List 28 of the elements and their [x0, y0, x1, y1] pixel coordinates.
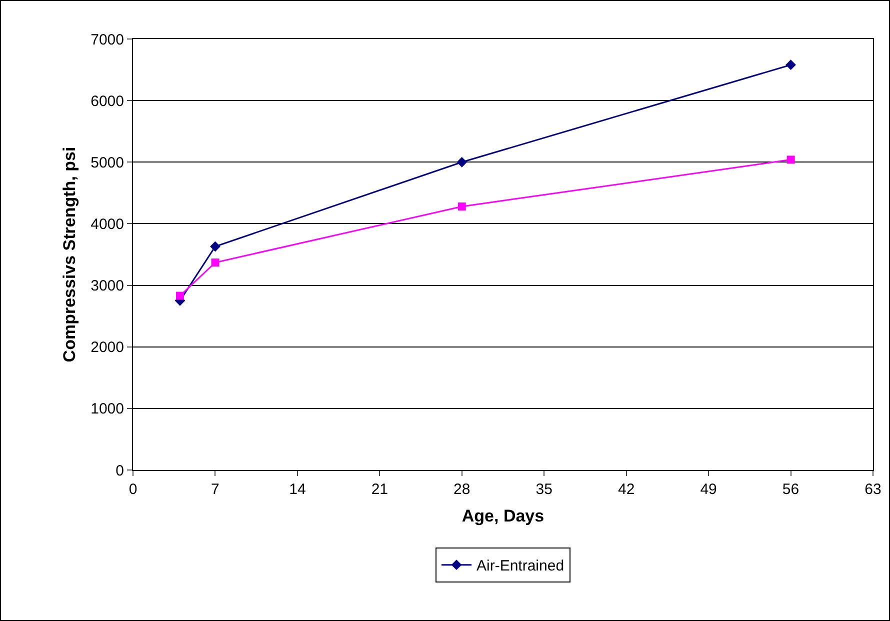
point: [786, 156, 795, 164]
x-tick-label: 21: [371, 481, 388, 498]
y-tick-label: 1000: [90, 400, 124, 418]
x-axis-title: Age, Days: [462, 506, 544, 526]
point: [786, 60, 796, 70]
point: [210, 241, 220, 252]
x-tick-label: 0: [128, 481, 138, 498]
point: [211, 258, 220, 266]
point: [458, 202, 466, 210]
x-tick-label: 63: [864, 481, 882, 498]
x-tick-label: 49: [700, 481, 717, 498]
y-tick-label: 2000: [90, 339, 124, 356]
point: [456, 156, 468, 168]
point: [176, 292, 184, 300]
x-tick-label: 35: [536, 481, 552, 498]
x-tick-label: 42: [618, 481, 635, 498]
y-axis-title: Compressivs Strength, psi: [60, 146, 80, 362]
y-tick-label: 5000: [90, 154, 124, 172]
legend-label: Air-Entrained: [476, 558, 564, 575]
y-tick-label: 7000: [90, 31, 124, 48]
y-tick-label: 6000: [90, 92, 124, 110]
x-tick-label: 56: [782, 481, 800, 498]
x-tick-label: 7: [211, 481, 220, 498]
y-tick-label: 0: [116, 462, 124, 480]
y-tick-label: 3000: [90, 278, 124, 295]
x-tick-label: 28: [454, 481, 470, 498]
y-tick-label: 4000: [90, 216, 124, 233]
x-tick-label: 14: [289, 481, 306, 498]
